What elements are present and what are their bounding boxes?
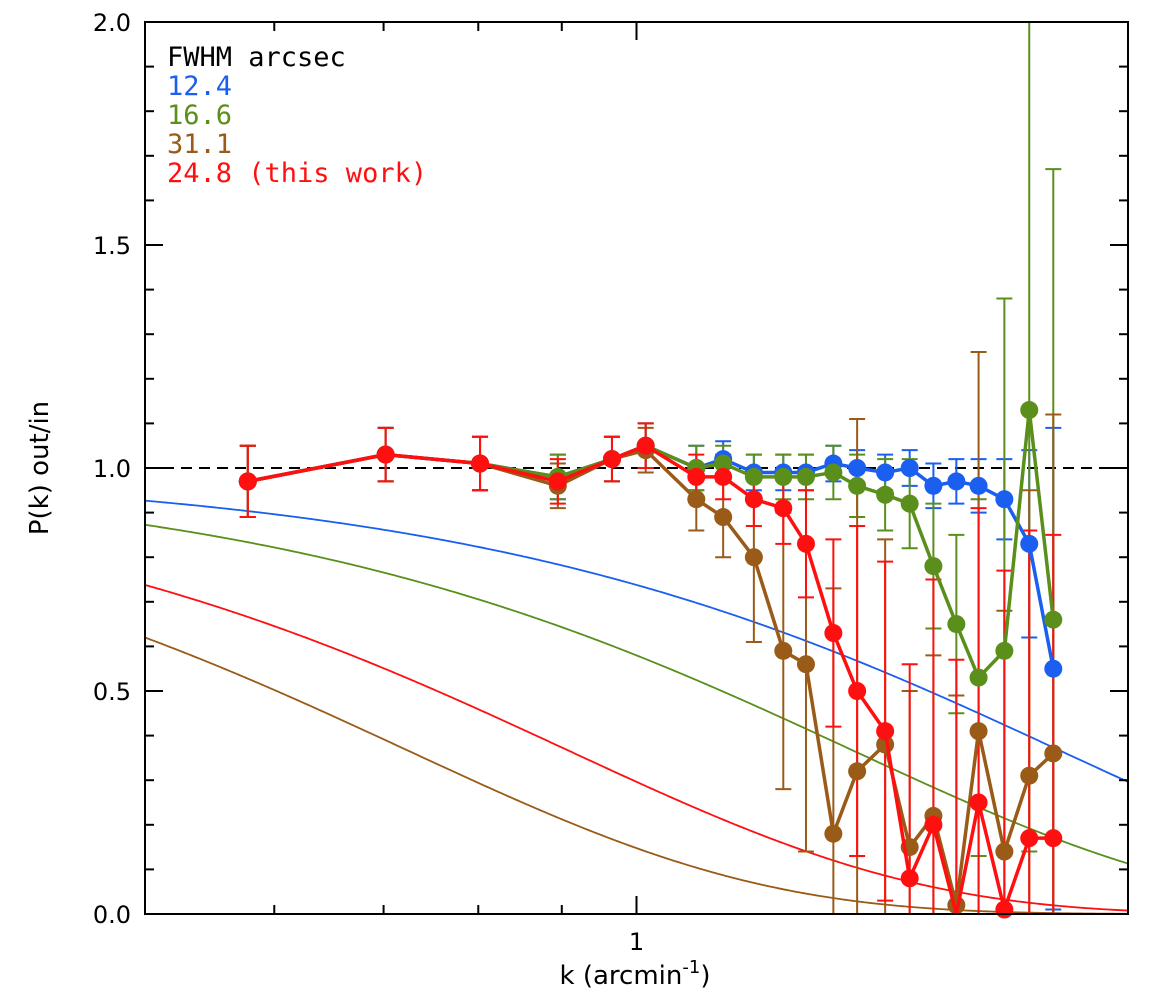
data-point-16-6	[995, 641, 1014, 660]
data-point-24-8-this-work	[969, 793, 988, 812]
data-point-12-4	[924, 476, 943, 495]
data-point-12-4	[969, 476, 988, 495]
data-point-31-1	[848, 762, 867, 781]
data-point-24-8-this-work	[744, 490, 763, 509]
legend-title: FWHM arcsec	[167, 42, 346, 73]
data-point-31-1	[995, 842, 1014, 861]
data-series-layer	[238, 401, 1063, 919]
legend-entry-12-4: 12.4	[167, 71, 232, 102]
beam-curve-16-6	[144, 523, 1129, 865]
data-point-16-6	[900, 494, 919, 513]
data-point-31-1	[714, 508, 733, 527]
data-point-31-1	[824, 824, 843, 843]
data-point-24-8-this-work	[687, 467, 706, 486]
data-point-16-6	[744, 467, 763, 486]
data-point-12-4	[876, 463, 895, 482]
data-point-12-4	[848, 459, 867, 477]
data-point-24-8-this-work	[774, 499, 793, 518]
data-point-24-8-this-work	[238, 472, 257, 491]
data-point-24-8-this-work	[548, 472, 567, 491]
data-point-24-8-this-work	[1020, 829, 1039, 848]
data-point-24-8-this-work	[876, 722, 895, 741]
data-point-24-8-this-work	[824, 624, 843, 643]
data-point-16-6	[824, 463, 843, 482]
axes-layer: 0.0 0.5 1.0 1.5 2.0 1	[93, 9, 1129, 956]
y-axis-label: P(k) out/in	[25, 401, 55, 535]
data-point-24-8-this-work	[796, 534, 815, 553]
legend-entry-16-6: 16.6	[167, 100, 232, 131]
data-point-31-1	[774, 641, 793, 660]
data-point-24-8-this-work	[900, 869, 919, 888]
beam-curve-24-8-this-work-	[144, 584, 1129, 912]
data-point-24-8-this-work	[636, 436, 655, 455]
data-point-24-8-this-work	[848, 682, 867, 700]
data-point-24-8-this-work	[924, 815, 943, 834]
data-point-16-6	[969, 668, 988, 687]
y-tick-label: 0.0	[93, 901, 131, 929]
data-point-24-8-this-work	[376, 445, 395, 464]
data-point-31-1	[1020, 766, 1039, 785]
data-point-31-1	[687, 490, 706, 509]
data-point-24-8-this-work	[995, 900, 1014, 919]
data-point-16-6	[774, 467, 793, 486]
data-point-24-8-this-work	[602, 450, 621, 469]
y-tick-label: 0.5	[93, 678, 131, 706]
data-point-31-1	[744, 548, 763, 567]
data-point-16-6	[947, 615, 966, 634]
data-point-16-6	[876, 485, 895, 504]
data-point-16-6	[1020, 401, 1039, 420]
data-point-16-6	[924, 557, 943, 576]
data-point-24-8-this-work	[471, 454, 490, 473]
data-point-24-8-this-work	[714, 467, 733, 486]
data-point-16-6	[796, 467, 815, 486]
data-point-12-4	[1044, 659, 1063, 678]
legend-entry-24-8: 24.8 (this work)	[167, 158, 427, 189]
y-tick-label: 1.0	[93, 455, 131, 483]
x-axis-label-superscript: -1	[682, 957, 700, 978]
data-point-12-4	[947, 472, 966, 491]
data-point-12-4	[1020, 534, 1039, 553]
beam-curves-layer	[144, 499, 1129, 915]
x-axis-label-close: )	[700, 961, 710, 991]
x-tick-label: 1	[629, 928, 644, 956]
beam-curve-12-4	[144, 499, 1129, 783]
legend: FWHM arcsec 12.4 16.6 31.1 24.8 (this wo…	[167, 42, 427, 189]
x-axis-label: k (arcmin-1)	[560, 957, 711, 991]
data-point-16-6	[714, 454, 733, 473]
y-tick-label: 1.5	[93, 232, 131, 260]
data-point-24-8-this-work	[1044, 829, 1063, 848]
data-point-31-1	[969, 722, 988, 741]
data-point-12-4	[900, 459, 919, 477]
data-point-16-6	[848, 476, 867, 495]
data-point-31-1	[796, 655, 815, 674]
data-point-16-6	[1044, 610, 1063, 629]
x-axis-label-main: k (arcmin	[560, 961, 683, 991]
beam-curve-31-1	[144, 636, 1129, 915]
y-tick-label: 2.0	[93, 9, 131, 37]
legend-entry-31-1: 31.1	[167, 129, 232, 160]
data-point-12-4	[995, 490, 1014, 509]
data-point-31-1	[1044, 744, 1063, 763]
